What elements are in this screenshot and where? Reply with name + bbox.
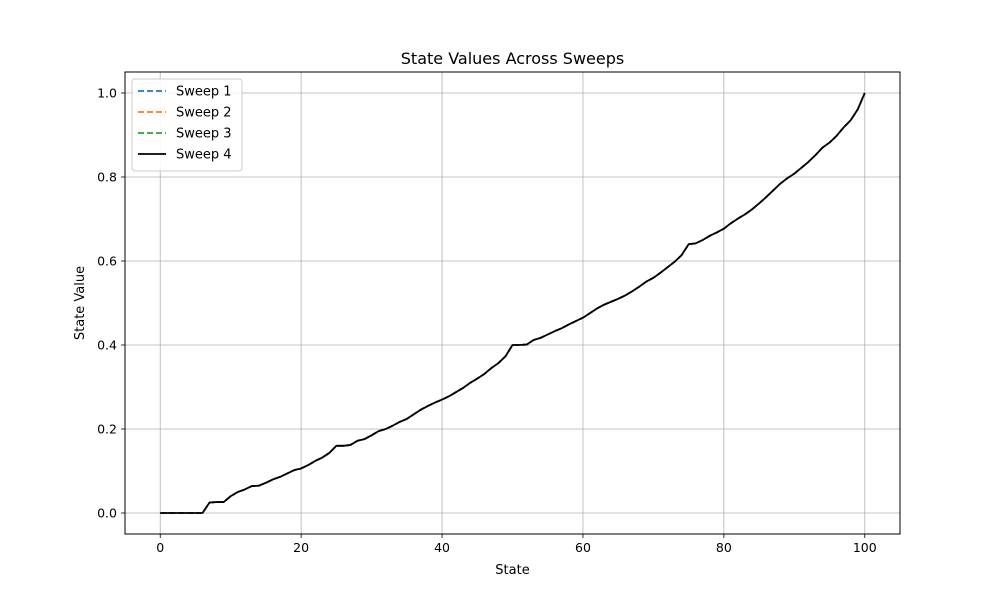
series-layer bbox=[160, 92, 866, 514]
grid bbox=[125, 72, 900, 534]
y-tick-label: 0.2 bbox=[97, 422, 117, 437]
chart-title: State Values Across Sweeps bbox=[401, 49, 624, 68]
x-tick-label: 0 bbox=[156, 540, 164, 555]
y-tick-label: 0.0 bbox=[97, 506, 117, 521]
y-tick-label: 0.4 bbox=[97, 338, 117, 353]
y-tick-label: 1.0 bbox=[97, 86, 117, 101]
x-tick-label: 80 bbox=[716, 540, 732, 555]
x-tick-label: 20 bbox=[293, 540, 309, 555]
legend-box bbox=[131, 78, 243, 172]
y-axis-label: State Value bbox=[73, 266, 88, 340]
x-tick-label: 40 bbox=[434, 540, 450, 555]
x-axis-label: State bbox=[495, 563, 529, 578]
legend-label-sweep-2: Sweep 2 bbox=[176, 106, 232, 121]
series-line-sweep-4 bbox=[160, 92, 866, 514]
y-tick-label: 0.6 bbox=[97, 254, 117, 269]
axis-ticks: 0 20 40 60 80 100 0.0 0.2 0.4 0.6 0.8 1.0 bbox=[97, 86, 877, 556]
x-tick-label: 100 bbox=[853, 540, 877, 555]
x-tick-label: 60 bbox=[575, 540, 591, 555]
legend: Sweep 1 Sweep 2 Sweep 3 Sweep 4 bbox=[131, 78, 243, 172]
y-tick-label: 0.8 bbox=[97, 170, 117, 185]
legend-label-sweep-1: Sweep 1 bbox=[176, 85, 232, 100]
plot-frame bbox=[124, 71, 901, 535]
legend-label-sweep-3: Sweep 3 bbox=[176, 127, 232, 142]
legend-label-sweep-4: Sweep 4 bbox=[176, 148, 232, 163]
